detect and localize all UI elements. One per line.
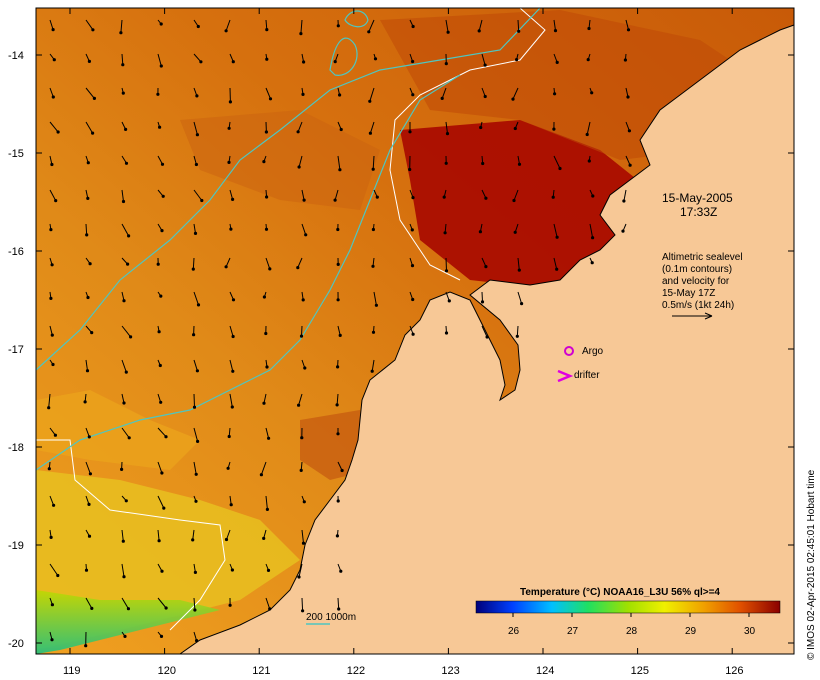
- scale-arrow: [672, 312, 713, 320]
- altimetry-line1: Altimetric sealevel: [662, 252, 743, 263]
- altimetry-line5: 0.5m/s (1kt 24h): [662, 300, 734, 311]
- colorbar-tick-label: 26: [508, 626, 520, 637]
- lon-tick-label: 121: [252, 665, 270, 677]
- lat-tick-label: -17: [8, 344, 24, 356]
- lon-tick-label: 124: [536, 665, 554, 677]
- lon-tick-label: 126: [725, 665, 743, 677]
- sealevel-contours: [36, 7, 546, 631]
- argo-marker: [564, 346, 574, 356]
- lat-tick-label: -18: [8, 442, 24, 454]
- lon-tick-label: 119: [63, 665, 81, 677]
- altimetry-line4: 15-May 17Z: [662, 288, 715, 299]
- colorbar-title: Temperature (°C) NOAA16_L3U 56% ql>=4: [520, 587, 720, 598]
- lat-tick-label: -19: [8, 540, 24, 552]
- colorbar-tick-label: 27: [567, 626, 579, 637]
- lat-tick-label: -15: [8, 148, 24, 160]
- warm-water-core: [400, 120, 650, 290]
- drifter-label: drifter: [574, 370, 600, 381]
- drifter-marker: [557, 369, 574, 383]
- plot-area: [35, 7, 795, 655]
- lon-tick-label: 122: [347, 665, 365, 677]
- colorbar: Temperature (°C) NOAA16_L3U 56% ql>=4 26…: [475, 587, 781, 637]
- time-label: 17:33Z: [680, 205, 717, 219]
- lat-tick-label: -16: [8, 246, 24, 258]
- colorbar-tick-label: 30: [744, 626, 756, 637]
- lon-tick-label: 123: [441, 665, 459, 677]
- altimetry-line2: (0.1m contours): [662, 264, 732, 275]
- lon-tick-label: 120: [158, 665, 176, 677]
- argo-label: Argo: [582, 346, 604, 357]
- lon-tick-label: 125: [631, 665, 649, 677]
- colorbar-tick-label: 29: [685, 626, 697, 637]
- altimetry-line3: and velocity for: [662, 276, 730, 287]
- lat-tick-label: -14: [8, 50, 24, 62]
- isobath-legend-label: 200 1000m: [306, 612, 356, 623]
- isobath-lines: [35, 7, 541, 471]
- latitude-axis: -14 -15 -16 -17 -18 -19 -20: [8, 50, 794, 650]
- land-australia: [178, 8, 795, 655]
- velocity-arrows: [47, 19, 632, 648]
- date-label: 15-May-2005: [662, 191, 733, 205]
- colorbar-tick-label: 28: [626, 626, 638, 637]
- cool-water-strip: [36, 590, 220, 654]
- lat-tick-label: -20: [8, 638, 24, 650]
- imos-credit: © IMOS 02-Apr-2015 02:45:01 Hobart time: [806, 469, 817, 660]
- longitude-axis: 119 120 121 122 123 124 125 126: [63, 8, 744, 677]
